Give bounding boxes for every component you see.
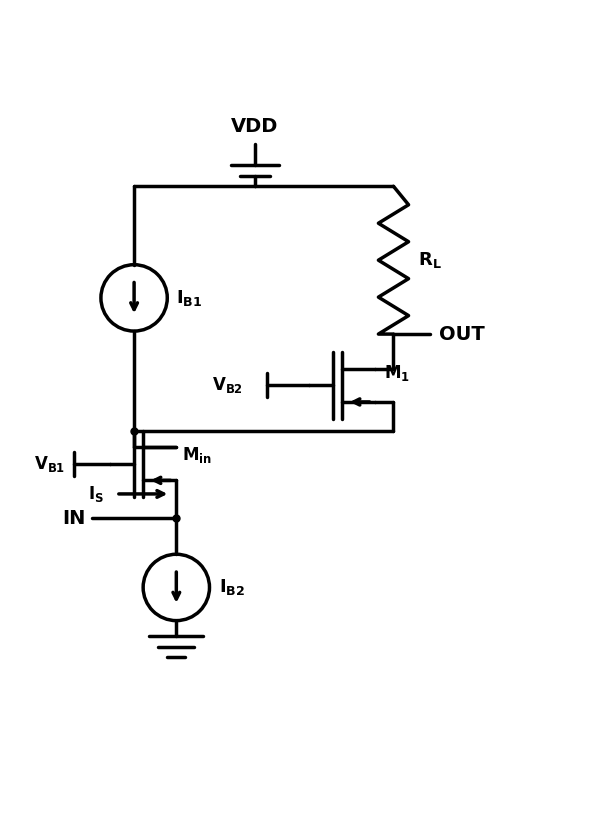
Text: OUT: OUT: [439, 324, 484, 343]
Text: $\mathbf{V_{B1}}$: $\mathbf{V_{B1}}$: [33, 454, 65, 474]
Text: VDD: VDD: [231, 117, 278, 136]
Text: $\mathbf{V_{B2}}$: $\mathbf{V_{B2}}$: [211, 375, 242, 395]
Text: $\mathbf{M_1}$: $\mathbf{M_1}$: [384, 363, 410, 384]
Text: $\mathbf{R_L}$: $\mathbf{R_L}$: [418, 250, 441, 270]
Text: $\mathbf{M_{in}}$: $\mathbf{M_{in}}$: [182, 445, 213, 464]
Text: IN: IN: [62, 508, 86, 527]
Text: $\mathbf{I_S}$: $\mathbf{I_S}$: [88, 484, 104, 504]
Text: $\mathbf{I_{B1}}$: $\mathbf{I_{B1}}$: [176, 288, 202, 308]
Text: $\mathbf{I_{B2}}$: $\mathbf{I_{B2}}$: [219, 578, 245, 597]
